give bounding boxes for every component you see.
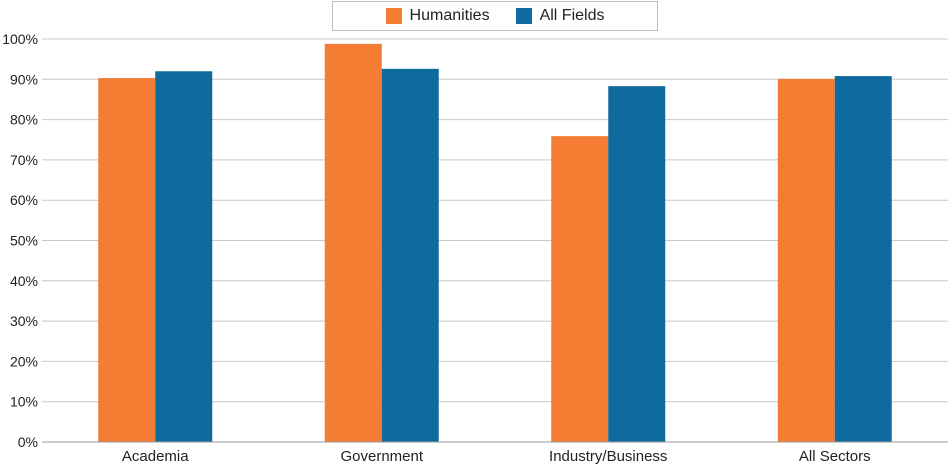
y-tick-label: 60%: [10, 192, 38, 208]
legend-swatch-humanities: [385, 8, 402, 24]
bar-all-fields-industry-business: [608, 86, 666, 442]
x-category-label: All Sectors: [799, 448, 871, 465]
bar-humanities-government: [324, 43, 382, 442]
legend-label-humanities: Humanities: [409, 7, 490, 24]
legend-label-all-fields: All Fields: [539, 7, 605, 24]
y-tick-label: 40%: [10, 273, 38, 289]
x-category-label: Academia: [122, 448, 189, 465]
legend-swatch-all-fields: [515, 8, 532, 24]
legend-item-all-fields: All Fields: [515, 7, 605, 25]
y-tick-label: 0%: [18, 434, 38, 450]
y-tick-label: 10%: [10, 394, 38, 410]
legend: Humanities All Fields: [332, 1, 658, 31]
y-tick-label: 90%: [10, 71, 38, 87]
y-tick-label: 100%: [2, 31, 38, 47]
legend-item-humanities: Humanities: [385, 7, 490, 25]
y-tick-label: 50%: [10, 233, 38, 249]
bar-humanities-academia: [98, 78, 156, 442]
bar-humanities-industry-business: [551, 136, 609, 443]
bar-humanities-all-sectors: [777, 78, 835, 442]
x-category-label: Government: [340, 448, 423, 465]
x-category-label: Industry/Business: [549, 448, 667, 465]
y-tick-label: 20%: [10, 353, 38, 369]
bar-all-fields-academia: [155, 71, 213, 443]
bar-all-fields-government: [381, 68, 439, 443]
y-tick-label: 80%: [10, 112, 38, 128]
y-tick-label: 70%: [10, 152, 38, 168]
bar-all-fields-all-sectors: [834, 76, 892, 443]
y-tick-label: 30%: [10, 313, 38, 329]
